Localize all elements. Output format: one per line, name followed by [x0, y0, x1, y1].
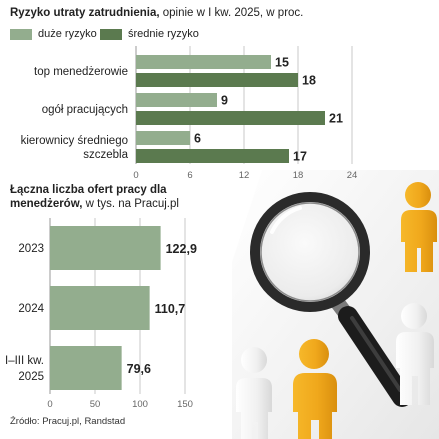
x-tick-label: 24 [347, 170, 358, 181]
category-label: kierownicy średniego szczebla [21, 135, 129, 161]
category-label-line: 2023 [18, 243, 44, 255]
chart2-title-bold: Łączna liczba ofert pracy dla menedżerów… [10, 184, 167, 210]
x-tick-label: 100 [132, 399, 148, 410]
chart2-title-rest: w tys. na Pracuj.pl [82, 198, 179, 210]
category-label-line: top menedżerowie [34, 66, 128, 78]
legend-item-duze-ryzyko: duże ryzyko [10, 28, 97, 40]
category-label: 2024 [18, 303, 44, 315]
figure-yellow-bottom [293, 339, 337, 439]
chart1-title-rest: opinie w I kw. 2025, w proc. [159, 7, 304, 19]
x-tick-label: 18 [293, 170, 304, 181]
x-tick-label: 50 [90, 399, 101, 410]
category-label-line: 2024 [18, 303, 44, 315]
bar-srednie-ryzyko [136, 111, 325, 125]
legend-item-srednie-ryzyko: średnie ryzyko [100, 28, 199, 40]
data-label: 18 [302, 74, 316, 88]
bar-job-offers [50, 346, 122, 390]
bar-job-offers [50, 286, 150, 330]
bar-srednie-ryzyko [136, 73, 298, 87]
bar-job-offers [50, 226, 161, 270]
bar-duze-ryzyko [136, 131, 190, 145]
chart2-title: Łączna liczba ofert pracy dla menedżerów… [10, 183, 230, 211]
data-label: 122,9 [166, 242, 197, 256]
category-label-line: szczebla [83, 149, 128, 161]
x-tick-label: 0 [133, 170, 138, 181]
bar-duze-ryzyko [136, 93, 217, 107]
source-note: Źródło: Pracuj.pl, Randstad [10, 416, 126, 427]
category-label-line: 2025 [18, 371, 44, 383]
figure-yellow-top [401, 182, 437, 272]
category-label-line: ogół pracujących [42, 104, 128, 116]
legend-swatch-duze-ryzyko [10, 28, 32, 40]
category-label-line: kierownicy średniego [21, 135, 128, 147]
x-tick-label: 12 [239, 170, 250, 181]
data-label: 17 [293, 150, 307, 164]
category-label: 2023 [18, 243, 44, 255]
job-offers-bar-chart: 0 50 100 150 2023 122,9 2024 110,7 I–III kw. 2025… [5, 218, 197, 410]
category-label: top menedżerowie [34, 66, 128, 78]
legend-swatch-srednie-ryzyko [100, 28, 122, 40]
category-label: I–III kw. 2025 [5, 355, 44, 383]
legend-label-duze-ryzyko: duże ryzyko [38, 28, 97, 40]
data-label: 6 [194, 132, 201, 146]
data-label: 15 [275, 56, 289, 70]
chart1-title: Ryzyko utraty zatrudnienia, opinie w I k… [10, 6, 439, 20]
x-tick-label: 6 [187, 170, 192, 181]
category-label-line: I–III kw. [5, 355, 44, 367]
data-label: 21 [329, 112, 343, 126]
legend-label-srednie-ryzyko: średnie ryzyko [128, 28, 199, 40]
data-label: 9 [221, 94, 228, 108]
data-label: 79,6 [127, 362, 151, 376]
chart1-title-bold: Ryzyko utraty zatrudnienia, [10, 7, 160, 19]
figure-white-left [236, 347, 272, 439]
data-label: 110,7 [155, 302, 186, 316]
figure-white-right [396, 303, 434, 405]
x-tick-label: 150 [177, 399, 193, 410]
magnifier-lens [250, 192, 370, 312]
bar-srednie-ryzyko [136, 149, 289, 163]
x-tick-label: 0 [47, 399, 52, 410]
risk-bar-chart: 0 6 12 18 24 top menedżerowie 15 18 ogół pracują… [21, 46, 358, 181]
category-label: ogół pracujących [42, 104, 128, 116]
bar-duze-ryzyko [136, 55, 271, 69]
